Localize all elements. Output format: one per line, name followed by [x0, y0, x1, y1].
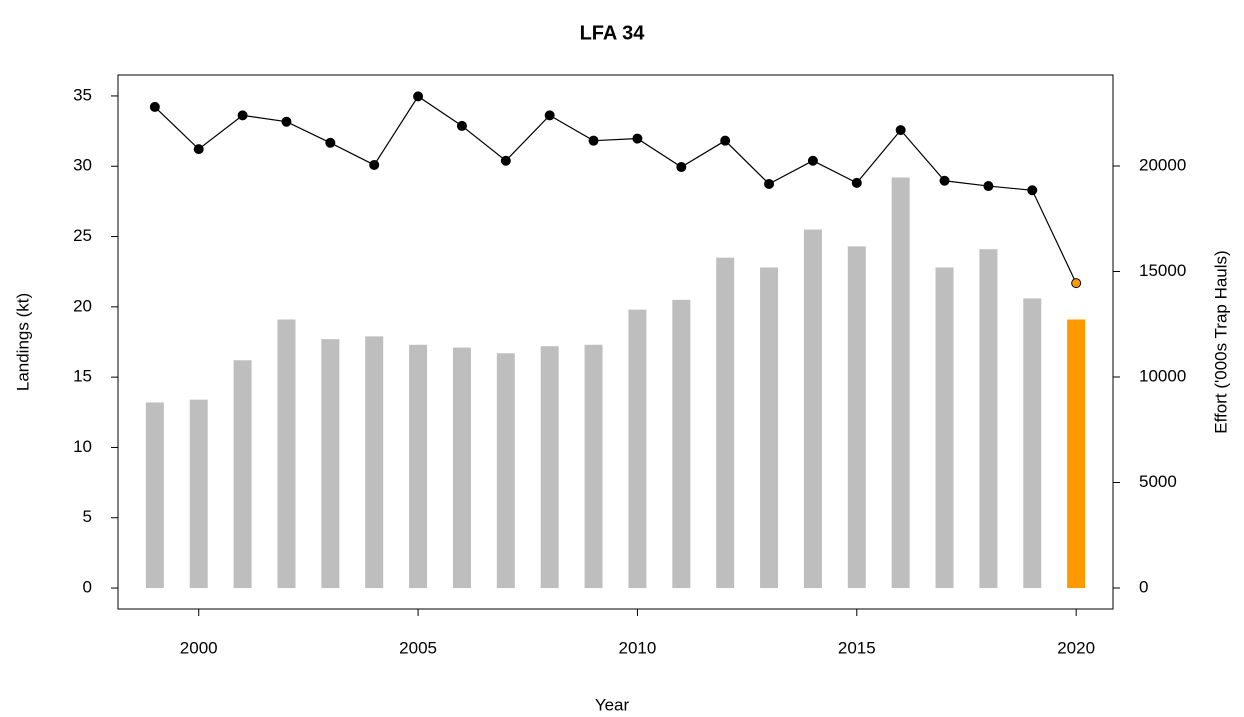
y-tick-label: 20 — [73, 296, 92, 315]
x-tick-label: 2000 — [180, 638, 218, 657]
bar — [979, 249, 998, 589]
bar — [628, 309, 647, 589]
x-tick-label: 2020 — [1057, 638, 1095, 657]
point — [281, 116, 292, 127]
point — [1027, 185, 1038, 196]
bar — [277, 319, 296, 589]
bar — [409, 344, 428, 589]
y-tick-label: 25 — [73, 226, 92, 245]
point — [193, 144, 204, 155]
bar — [452, 347, 471, 589]
bar — [760, 267, 779, 589]
point — [413, 91, 424, 102]
bar — [1067, 319, 1086, 589]
point — [500, 155, 511, 166]
bar — [496, 353, 515, 589]
bar — [672, 299, 691, 589]
point — [325, 137, 336, 148]
bar — [716, 257, 735, 589]
y-tick-label: 15 — [73, 367, 92, 386]
point — [237, 110, 248, 121]
point — [983, 181, 994, 192]
x-axis-label: Year — [595, 695, 630, 714]
point — [588, 135, 599, 146]
point — [369, 159, 380, 170]
point — [544, 110, 555, 121]
y2-tick-label: 20000 — [1139, 155, 1186, 174]
y-tick-label: 0 — [83, 578, 92, 597]
point — [149, 101, 160, 112]
point — [720, 135, 731, 146]
point — [456, 120, 467, 131]
bar — [1023, 298, 1042, 589]
x-tick-label: 2005 — [399, 638, 437, 657]
y-tick-label: 30 — [73, 156, 92, 175]
point — [676, 162, 687, 173]
point — [895, 125, 906, 136]
bar — [189, 399, 208, 589]
bar — [540, 346, 559, 589]
point — [632, 133, 643, 144]
point — [764, 178, 775, 189]
bar — [584, 344, 603, 589]
y2-axis-label: Effort ('000s Trap Hauls) — [1211, 250, 1230, 433]
point — [1071, 278, 1082, 289]
bar — [803, 229, 822, 589]
point — [851, 177, 862, 188]
y2-tick-label: 10000 — [1139, 366, 1186, 385]
bar — [145, 402, 164, 589]
chart-title: LFA 34 — [580, 22, 646, 44]
y-tick-label: 35 — [73, 85, 92, 104]
bar — [365, 336, 384, 589]
y-tick-label: 5 — [83, 507, 92, 526]
y2-tick-label: 5000 — [1139, 472, 1177, 491]
y2-tick-label: 15000 — [1139, 261, 1186, 280]
point — [807, 155, 818, 166]
bar — [891, 177, 910, 589]
bar — [935, 267, 954, 589]
bar — [847, 246, 866, 589]
x-tick-label: 2015 — [838, 638, 876, 657]
y2-tick-label: 0 — [1139, 577, 1148, 596]
bar — [233, 360, 252, 589]
y-tick-label: 10 — [73, 437, 92, 456]
x-tick-label: 2010 — [619, 638, 657, 657]
line — [154, 95, 1077, 284]
y-axis-label: Landings (kt) — [13, 293, 32, 391]
point — [939, 175, 950, 186]
bar — [321, 339, 340, 589]
plot-frame — [117, 74, 1114, 610]
